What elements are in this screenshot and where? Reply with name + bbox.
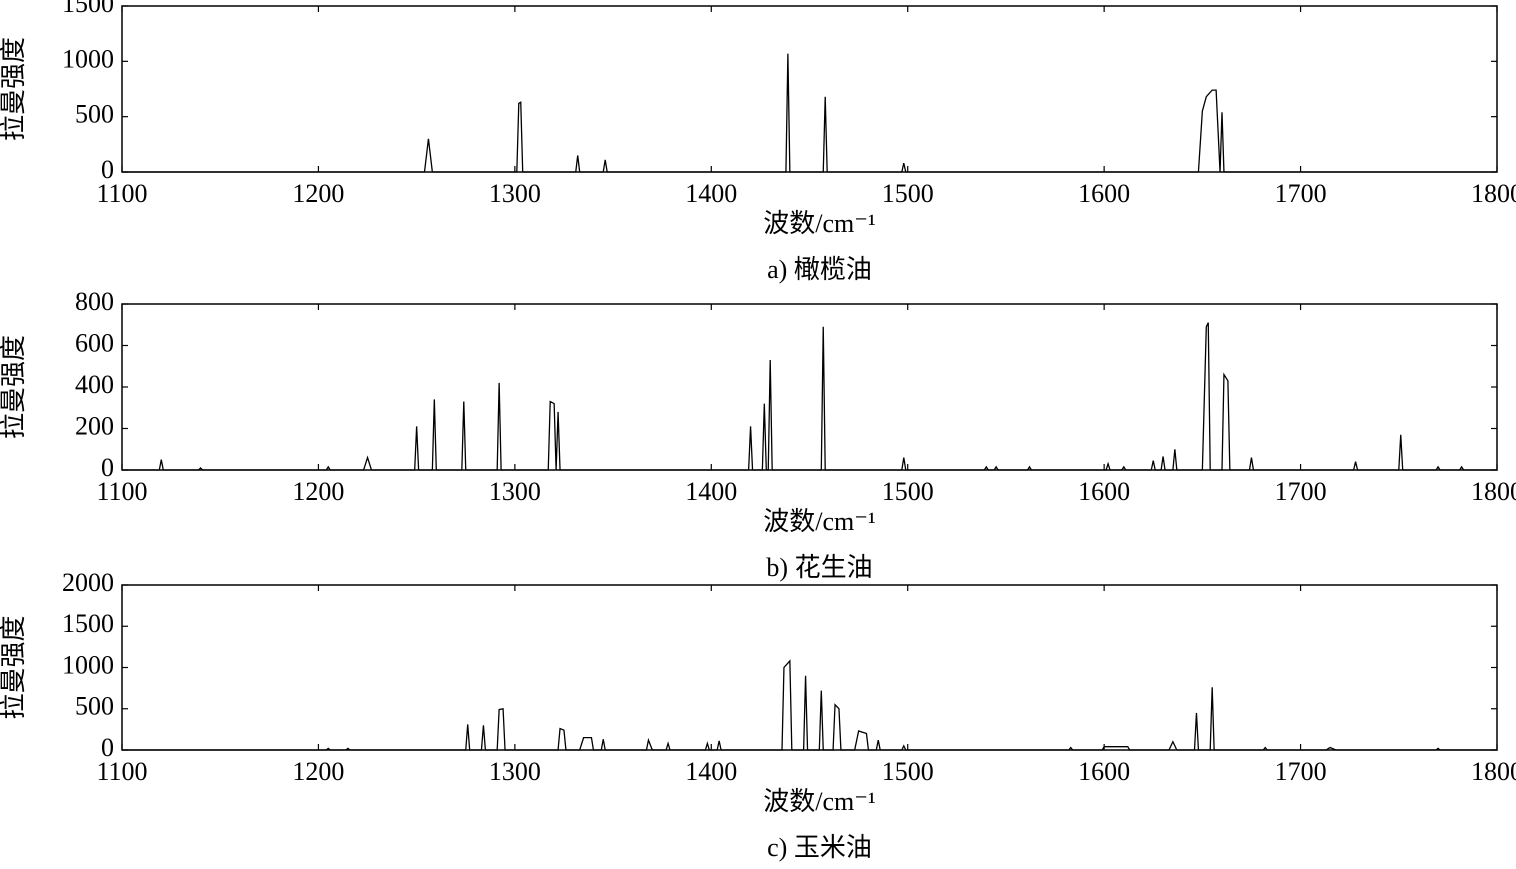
- x-tick-label: 1700: [1275, 179, 1327, 208]
- x-tick-label: 1600: [1078, 179, 1130, 208]
- y-tick-label: 0: [101, 155, 114, 184]
- y-tick-label: 0: [101, 453, 114, 482]
- plot-frame: [121, 584, 1498, 751]
- x-tick-label: 1200: [292, 757, 344, 786]
- spectrum-line: [122, 53, 1497, 173]
- y-tick-label: 1500: [62, 0, 114, 18]
- y-tick-label: 1500: [62, 609, 114, 638]
- y-tick-label: 1000: [62, 44, 114, 73]
- chart-caption: a) 橄榄油: [767, 255, 872, 284]
- x-tick-label: 1700: [1275, 477, 1327, 506]
- plot-frame: [121, 303, 1498, 471]
- spectrum-line: [122, 659, 1497, 751]
- y-tick-label: 400: [75, 370, 114, 399]
- x-tick-label: 1600: [1078, 757, 1130, 786]
- y-axis-label: 拉曼强度: [0, 37, 28, 141]
- x-axis-label: 波数/cm⁻¹: [763, 209, 876, 238]
- y-tick-label: 2000: [62, 568, 114, 597]
- y-tick-label: 200: [75, 411, 114, 440]
- x-tick-label: 1500: [882, 757, 934, 786]
- x-tick-label: 1200: [292, 477, 344, 506]
- x-tick-label: 1400: [685, 179, 737, 208]
- x-tick-label: 1100: [96, 757, 147, 786]
- y-axis-label: 拉曼强度: [0, 615, 28, 719]
- x-tick-label: 1400: [685, 757, 737, 786]
- x-tick-label: 1600: [1078, 477, 1130, 506]
- y-tick-label: 0: [101, 733, 114, 762]
- chart-caption: b) 花生油: [766, 553, 872, 582]
- spectrum-line: [122, 322, 1497, 471]
- x-tick-label: 1700: [1275, 757, 1327, 786]
- y-tick-label: 600: [75, 328, 114, 357]
- x-tick-label: 1300: [489, 179, 541, 208]
- x-tick-label: 1500: [882, 477, 934, 506]
- x-tick-label: 1300: [489, 757, 541, 786]
- chart-caption: c) 玉米油: [767, 833, 872, 862]
- x-tick-label: 1100: [96, 477, 147, 506]
- plot-frame: [121, 5, 1498, 173]
- x-tick-label: 1100: [96, 179, 147, 208]
- y-tick-label: 500: [75, 692, 114, 721]
- y-tick-label: 500: [75, 100, 114, 129]
- y-tick-label: 800: [75, 287, 114, 316]
- x-tick-label: 1400: [685, 477, 737, 506]
- x-axis-label: 波数/cm⁻¹: [763, 787, 876, 816]
- x-tick-label: 1200: [292, 179, 344, 208]
- x-axis-label: 波数/cm⁻¹: [763, 507, 876, 536]
- x-tick-label: 1300: [489, 477, 541, 506]
- y-tick-label: 1000: [62, 650, 114, 679]
- x-tick-label: 1500: [882, 179, 934, 208]
- y-axis-label: 拉曼强度: [0, 335, 28, 439]
